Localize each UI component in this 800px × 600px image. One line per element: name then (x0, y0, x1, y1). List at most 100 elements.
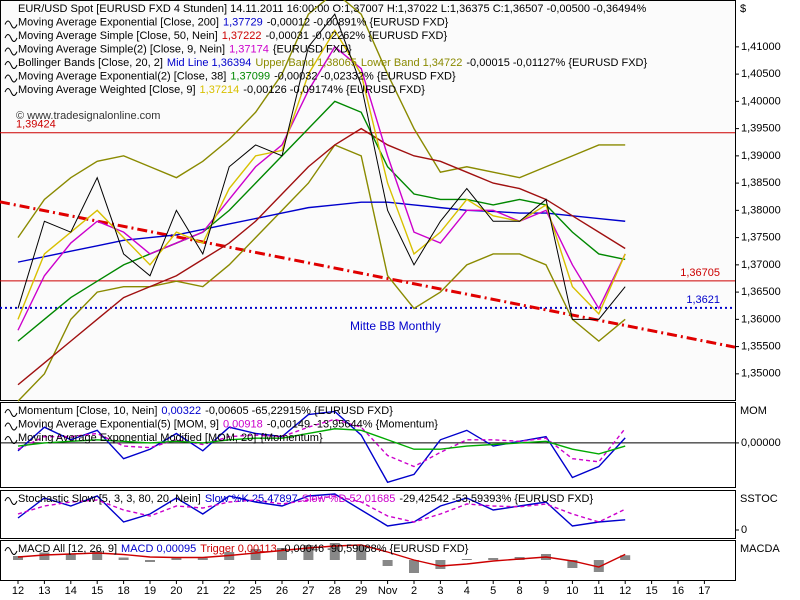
x-tick-label: 18 (117, 585, 129, 597)
legend-icon (4, 409, 18, 417)
legend-icon (4, 88, 18, 96)
legend-part: -0,00012 -0,00891% {EURUSD FXD} (267, 16, 449, 28)
legend-part: -0,00605 -65,22915% {EURUSD FXD} (205, 405, 393, 417)
momentum-panel (0, 402, 736, 488)
legend-part: 1,37214 (200, 84, 240, 96)
histogram-bar (382, 560, 393, 566)
x-tick-label: 28 (329, 585, 341, 597)
legend-part: -0,00032 -0,02332% {EURUSD FXD} (274, 70, 456, 82)
x-tick-label: 2 (411, 585, 417, 597)
y-tick-label: 1,36500 (741, 286, 781, 298)
y-tick-label: 1,37000 (741, 259, 781, 271)
series-line (17, 13, 626, 320)
legend-part: Momentum [Close, 10, Nein] (18, 405, 157, 417)
axis-label: MACDA (740, 543, 780, 555)
legend-part: Moving Average Exponential(2) [Close, 38… (18, 70, 226, 82)
histogram-bar (567, 560, 578, 568)
histogram-bar (92, 551, 103, 560)
legend-part: Bollinger Bands [Close, 20, 2] (18, 57, 163, 69)
legend-entry: Moving Average Exponential Modified [MOM… (18, 432, 323, 444)
x-tick-label: 26 (276, 585, 288, 597)
series-line (17, 0, 626, 239)
legend-icon (4, 47, 18, 56)
x-tick-label: 14 (65, 585, 77, 597)
series-line (17, 418, 626, 468)
legend-icon (4, 34, 18, 42)
histogram-bar (65, 554, 76, 560)
y-tick-label: 1,36000 (741, 313, 781, 325)
histogram-bar (461, 559, 472, 560)
histogram-bar (303, 545, 314, 560)
x-tick-label: 27 (302, 585, 314, 597)
y-tick-label: 1,39000 (741, 150, 781, 162)
x-tick-label: 15 (645, 585, 657, 597)
y-tick-label: 0,00000 (741, 437, 781, 449)
series-line (17, 544, 626, 568)
y-tick-label: 1,35000 (741, 368, 781, 380)
histogram-bar (277, 548, 287, 560)
y-tick-label: 1,40000 (741, 95, 781, 107)
legend-part: 1,37099 (230, 70, 270, 82)
series-line (17, 29, 626, 320)
histogram-bar (620, 555, 631, 560)
legend-part: Lower Band 1,34722 (361, 57, 463, 69)
x-tick-label: 29 (355, 585, 367, 597)
legend-part: Trigger 0,00113 (200, 543, 276, 555)
x-tick-label: 20 (170, 585, 182, 597)
axis-label: $ (740, 3, 746, 15)
y-tick-label: 1,35500 (741, 341, 781, 353)
x-tick-label: 15 (91, 585, 103, 597)
level-label: 1,36705 (680, 267, 720, 279)
axis-label: MOM (740, 405, 767, 417)
legend-icon (4, 497, 18, 505)
series-line (17, 100, 626, 342)
legend-part: -0,00046 -90,59088% {EURUSD FXD} (281, 543, 469, 555)
x-tick-label: 8 (517, 585, 523, 597)
series-line (17, 428, 626, 455)
histogram-bar (171, 557, 182, 560)
y-tick-label: 1,38500 (741, 177, 781, 189)
x-tick-label: 5 (490, 585, 496, 597)
chart-title: EUR/USD Spot [EURUSD FXD 4 Stunden] 14.1… (18, 3, 646, 15)
legend-part: {EURUSD FXD} (273, 43, 352, 55)
x-tick-label: 13 (38, 585, 50, 597)
y-tick-label: 1,40500 (741, 68, 781, 80)
x-tick-label: 3 (437, 585, 443, 597)
x-tick-label: 12 (12, 585, 24, 597)
legend-part: MACD All [12, 26, 9] (18, 543, 117, 555)
legend-entry: Moving Average Exponential(2) [Close, 38… (18, 70, 456, 82)
legend-part: Moving Average Exponential [Close, 200] (18, 16, 219, 28)
legend-part: -0,00149 -13,95644% {Momentum} (267, 418, 439, 430)
legend-icon (4, 20, 18, 29)
histogram-bar (435, 560, 446, 569)
histogram-bar (329, 543, 340, 560)
trend-line (0, 200, 736, 349)
legend-entry: Moving Average Exponential [Close, 200] 1… (18, 16, 449, 28)
legend-part: 1,37174 (229, 43, 269, 55)
histogram-bar (145, 560, 155, 562)
x-tick-label: 12 (619, 585, 631, 597)
legend-entry: Momentum [Close, 10, Nein] 0,00322 -0,0060… (18, 405, 393, 417)
legend-part: Upper Band 1,38065 (255, 57, 357, 69)
x-tick-label: 21 (197, 585, 209, 597)
x-tick-label: 17 (698, 585, 710, 597)
series-line (17, 493, 626, 527)
level-label: 1,39424 (16, 119, 56, 131)
legend-icon (4, 436, 18, 444)
legend-part: Moving Average Simple [Close, 50, Nein] (18, 30, 218, 42)
legend-icon (4, 422, 18, 431)
price-panel (0, 0, 736, 401)
x-tick-label: 10 (566, 585, 578, 597)
legend-part: Moving Average Exponential(5) [MOM, 9] (18, 418, 219, 430)
x-tick-label: 4 (464, 585, 470, 597)
histogram-bar (593, 560, 604, 572)
legend-part: Moving Average Simple(2) [Close, 9, Nein… (18, 43, 225, 55)
legend-entry: MACD All [12, 26, 9] MACD 0,00095 Trigger … (18, 543, 469, 555)
y-tick-label: 1,37500 (741, 232, 781, 244)
legend-entry: Moving Average Exponential(5) [MOM, 9] 0,… (18, 418, 438, 430)
legend-icon (4, 74, 18, 83)
y-tick-label: 1,39500 (741, 123, 781, 135)
legend-part: Moving Average Weighted [Close, 9] (18, 84, 196, 96)
